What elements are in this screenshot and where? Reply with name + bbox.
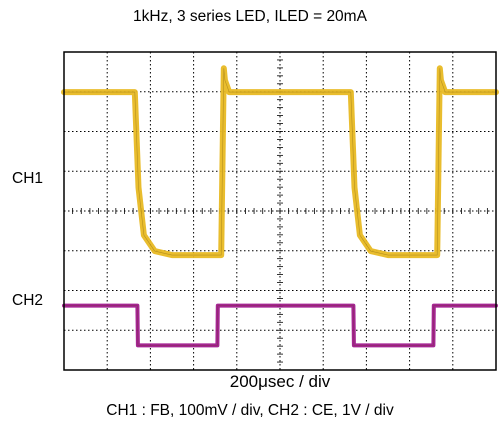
ch2-label: CH2 — [12, 292, 44, 309]
graticule — [63, 51, 497, 371]
timebase-label: 200μsec / div — [229, 372, 331, 391]
chart-title: 1kHz, 3 series LED, ILED = 20mA — [133, 8, 367, 25]
channel-settings: CH1 : FB, 100mV / div, CH2 : CE, 1V / di… — [106, 402, 394, 419]
ch2-trace — [62, 303, 498, 348]
plot-frame — [63, 51, 497, 371]
ch1-label: CH1 — [12, 170, 44, 187]
ch2-trace-noise — [64, 305, 496, 346]
ch1-trace — [61, 65, 499, 259]
ch1-trace-noise — [64, 68, 496, 256]
traces — [61, 65, 499, 348]
